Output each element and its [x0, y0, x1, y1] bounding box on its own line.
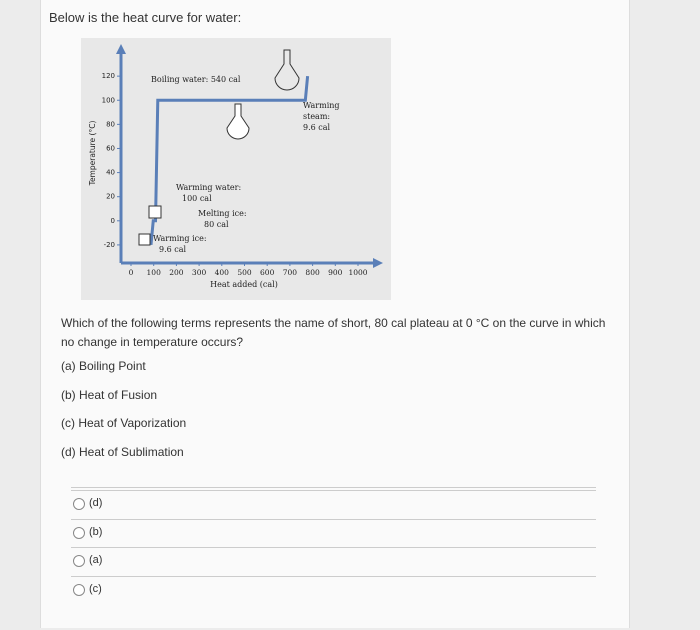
x-tick-label: 1000	[348, 268, 367, 277]
annotation: 80 cal	[204, 220, 229, 229]
annotation: Boiling water: 540 cal	[151, 75, 241, 84]
x-axis-label: Heat added (cal)	[210, 280, 278, 289]
question-card: Below is the heat curve for water: -20 0 2…	[40, 0, 630, 628]
x-tick-label: 300	[192, 268, 207, 277]
x-tick-label: 900	[328, 268, 343, 277]
x-tick-label: 100	[147, 268, 162, 277]
y-tick-label: 60	[106, 144, 115, 152]
option-text: (d) Heat of Sublimation	[61, 444, 184, 459]
annotation: Melting ice:	[198, 209, 247, 218]
answer-label: (b)	[89, 525, 103, 538]
radio-button[interactable]	[73, 498, 85, 510]
answer-choice[interactable]: (b)	[71, 518, 596, 548]
x-tick-label: 0	[129, 268, 134, 277]
x-tick-label: 700	[283, 268, 298, 277]
annotation: Warming water:	[176, 183, 241, 192]
annotation: steam:	[303, 112, 330, 121]
annotation: 9.6 cal	[159, 245, 187, 254]
flask-icon	[274, 49, 300, 91]
radio-button[interactable]	[73, 583, 85, 596]
radio-button[interactable]	[73, 526, 85, 539]
answer-choice[interactable]: (c)	[71, 575, 596, 605]
flask-icon	[226, 103, 250, 140]
answer-label: (d)	[89, 497, 103, 509]
y-tick-label: 80	[106, 120, 115, 128]
y-tick-label: 20	[106, 193, 115, 201]
ice-icon	[148, 205, 162, 219]
answer-choice[interactable]: (a)	[71, 547, 596, 576]
answer-choice[interactable]: (d)	[71, 490, 596, 519]
figure-background	[81, 38, 391, 300]
x-tick-label: 600	[260, 268, 275, 277]
annotation: 9.6 cal	[303, 123, 331, 132]
x-tick-label: 200	[169, 268, 184, 277]
chart: -20 0 20 40 60 80 100 120 0 100 200 300 400 500 600 700…	[81, 38, 391, 300]
ice-icon	[138, 233, 151, 246]
x-tick-label: 400	[215, 268, 230, 277]
header-title: Below is the heat curve for water:	[49, 10, 242, 25]
option-text: (b) Heat of Fusion	[61, 387, 158, 402]
question-text: Which of the following terms represents …	[61, 316, 606, 349]
annotation: Warming	[303, 101, 340, 110]
y-axis-arrow	[116, 44, 126, 54]
option-text: (c) Heat of Vaporization	[61, 416, 187, 430]
heat-curve	[149, 75, 310, 246]
x-tick-label: 500	[237, 268, 252, 277]
y-tick-label: 100	[102, 96, 115, 104]
answer-label: (a)	[89, 554, 103, 566]
answer-label: (c)	[89, 582, 102, 595]
option-text: (a) Boiling Point	[61, 359, 146, 373]
y-tick-label: 40	[106, 169, 115, 177]
y-tick-label: 120	[102, 72, 115, 80]
annotation: 100 cal	[182, 194, 212, 203]
divider	[71, 487, 596, 516]
y-tick-label: 0	[111, 217, 115, 225]
y-axis-label: Temperature (°C)	[88, 121, 97, 187]
radio-button[interactable]	[73, 555, 85, 567]
x-axis-arrow	[373, 258, 383, 268]
x-tick-label: 800	[305, 268, 320, 277]
y-tick-label: -20	[104, 241, 115, 249]
annotation: Warming ice:	[153, 234, 207, 243]
